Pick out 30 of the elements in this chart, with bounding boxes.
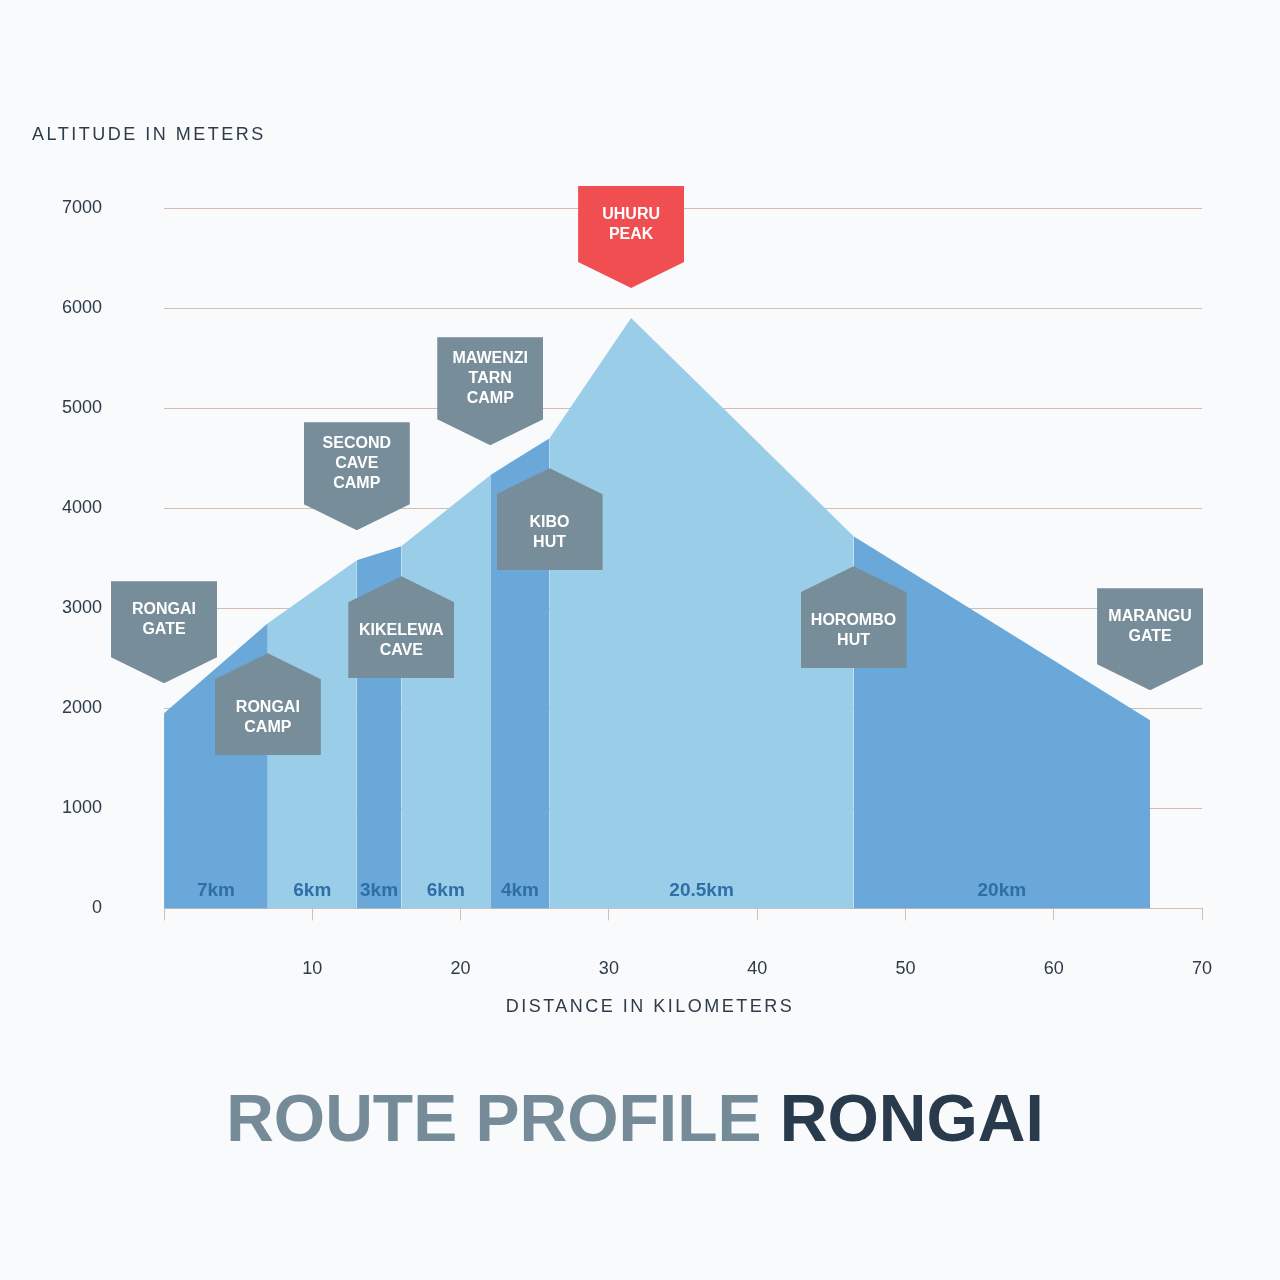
callout-tag: SECOND CAVE CAMP xyxy=(303,422,410,531)
y-tick-label: 6000 xyxy=(62,297,103,318)
x-axis-title: DISTANCE IN KILOMETERS xyxy=(504,996,796,1017)
callout-tag: MAWENZI TARN CAMP xyxy=(437,337,544,446)
series-label: 4km xyxy=(500,878,539,900)
callout-tag: MARANGU GATE xyxy=(1097,588,1204,691)
x-tick-label: 20 xyxy=(450,958,471,979)
y-tick-label: 1000 xyxy=(62,797,103,818)
x-tick-label: 50 xyxy=(895,958,916,979)
y-tick-label: 5000 xyxy=(62,397,103,418)
x-tick-label: 70 xyxy=(1191,958,1213,979)
y-tick-label: 4000 xyxy=(62,497,103,518)
y-tick-label: 0 xyxy=(92,897,103,918)
series-label: 20km xyxy=(977,878,1027,900)
x-tick-label: 40 xyxy=(747,958,768,979)
series-label: 20.5km xyxy=(669,878,734,900)
series-label: 3km xyxy=(360,878,399,900)
x-tick-label: 10 xyxy=(302,958,323,979)
y-axis-title: ALTITUDE IN METERS xyxy=(32,124,266,145)
series-label: 6km xyxy=(293,878,332,900)
x-tick-label: 30 xyxy=(598,958,619,979)
x-tick-label: 60 xyxy=(1043,958,1064,979)
callout-tag: RONGAI GATE xyxy=(111,581,218,684)
y-tick-label: 3000 xyxy=(62,597,103,618)
y-tick-label: 2000 xyxy=(62,697,103,718)
callout-tag: UHURU PEAK xyxy=(578,186,685,289)
y-tick-label: 7000 xyxy=(62,196,103,217)
series-label: 6km xyxy=(426,878,465,900)
text: ROUTE PROFILE RONGAI xyxy=(225,1080,1045,1156)
series-label: 7km xyxy=(196,878,235,900)
